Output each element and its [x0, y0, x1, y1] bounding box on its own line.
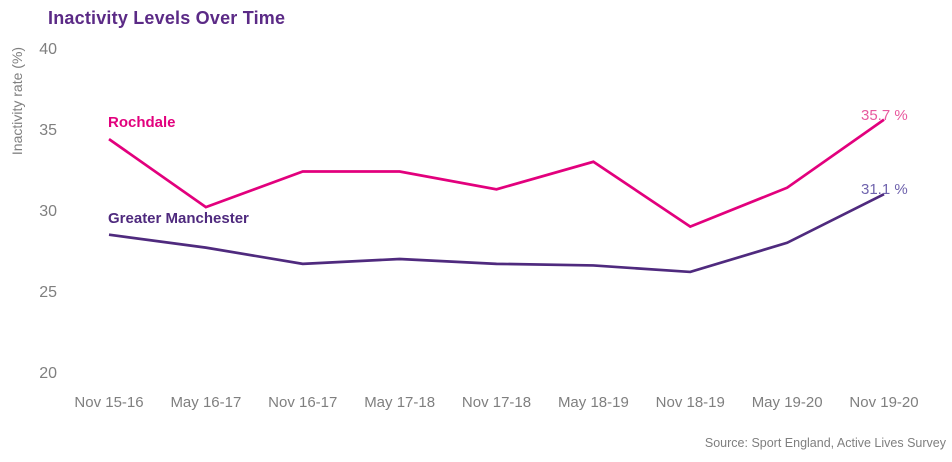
line-greater-manchester	[108, 192, 885, 274]
y-tick-label: 20	[39, 365, 57, 382]
x-tick-label: Nov 17-18	[461, 394, 532, 411]
x-tick-label: Nov 19-20	[849, 394, 919, 411]
x-tick-label: May 19-20	[751, 394, 823, 411]
x-tick-label: May 16-17	[170, 394, 242, 411]
series-label-greater-manchester: Greater Manchester	[108, 210, 249, 227]
source-note: Source: Sport England, Active Lives Surv…	[704, 436, 946, 450]
x-tick-label: Nov 18-19	[655, 394, 725, 411]
line-rochdale	[108, 118, 885, 229]
y-tick-label: 25	[39, 284, 57, 301]
chart-title: Inactivity Levels Over Time	[48, 8, 286, 28]
value-label-greater-manchester: 31.1 %	[861, 181, 908, 198]
x-tick-label: May 18-19	[557, 394, 629, 411]
x-tick-label: May 17-18	[364, 394, 436, 411]
x-tick-label: Nov 15-16	[74, 394, 144, 411]
series-label-rochdale: Rochdale	[108, 114, 176, 131]
y-tick-label: 35	[39, 122, 57, 139]
y-tick-label: 30	[39, 203, 57, 220]
y-tick-label: 40	[39, 41, 57, 58]
value-label-rochdale: 35.7 %	[861, 107, 908, 124]
x-tick-label: Nov 16-17	[268, 394, 338, 411]
